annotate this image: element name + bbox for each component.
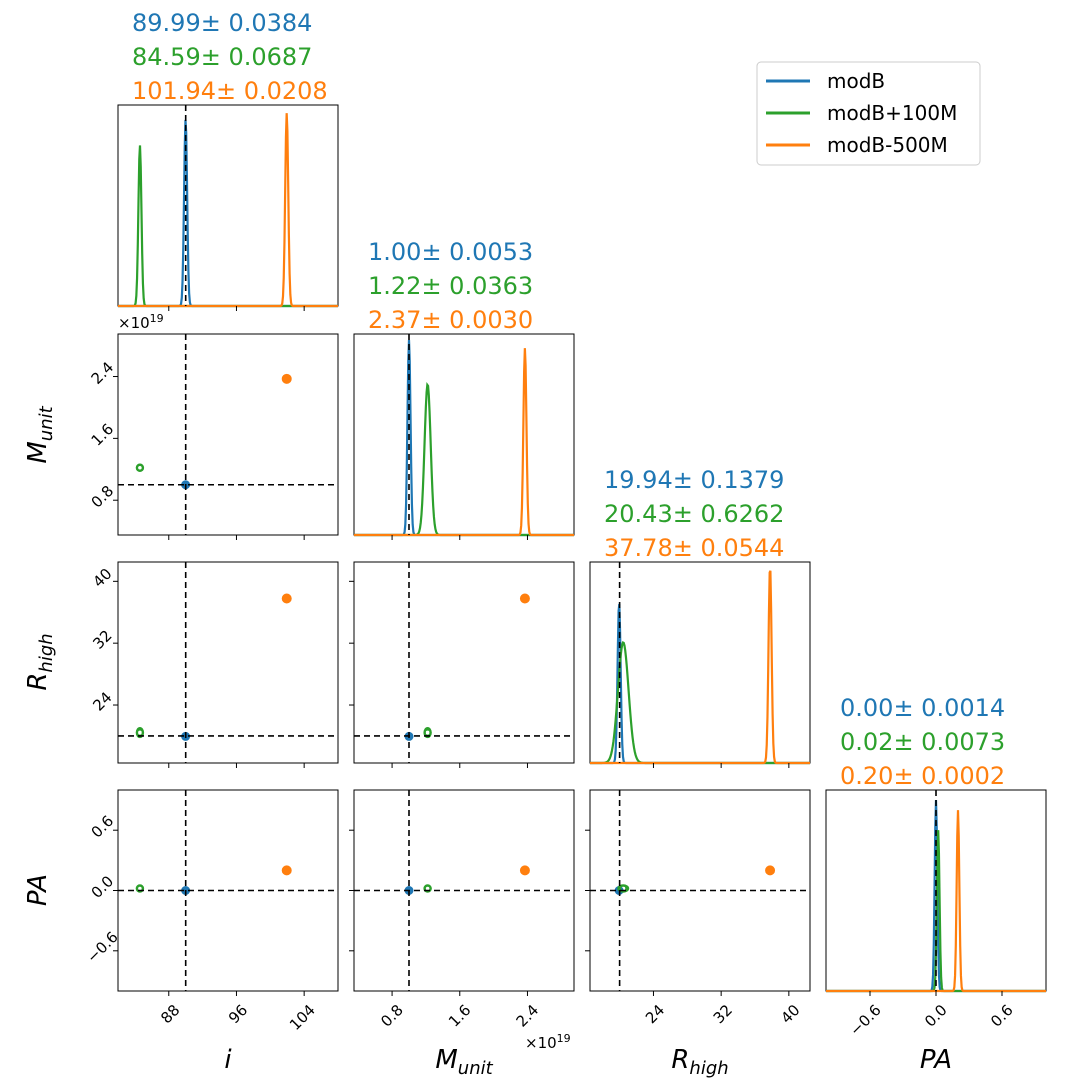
axis-label-m-unit: Munit bbox=[435, 1045, 493, 1079]
panel-r-high-vs-m-unit bbox=[349, 561, 575, 768]
x-tick-label: 96 bbox=[225, 1001, 251, 1027]
point-modb-minus-500m bbox=[519, 865, 530, 876]
stat-r-high-2: 37.78± 0.0544 bbox=[604, 534, 784, 562]
hist-modb-minus-500m bbox=[118, 113, 338, 308]
stat-i-0: 89.99± 0.0384 bbox=[132, 9, 312, 37]
point-modb-minus-500m bbox=[765, 865, 776, 876]
stat-m-unit-1: 1.22± 0.0363 bbox=[368, 272, 533, 300]
x-tick-label: 0.6 bbox=[987, 1001, 1017, 1031]
stat-pa-1: 0.02± 0.0073 bbox=[840, 728, 1005, 756]
panel-pa-vs-r-high: 24 32 40 bbox=[585, 789, 811, 1027]
x-tick-label: 0.8 bbox=[377, 1001, 407, 1031]
legend-label-modB-500M: modB-500M bbox=[827, 133, 948, 157]
panel-frame bbox=[117, 104, 339, 307]
hist-modb-minus-500m bbox=[590, 570, 810, 765]
hist-modb-minus-500m bbox=[354, 348, 574, 537]
legend-label-modB: modB bbox=[827, 69, 885, 93]
x-tick-label: 24 bbox=[642, 1001, 668, 1027]
axis-label-i: i bbox=[224, 1045, 232, 1075]
point-modb-plus-100m bbox=[619, 884, 628, 893]
point-modb-minus-500m bbox=[281, 593, 292, 604]
panel-i-vs-i bbox=[117, 104, 339, 311]
x-tick-label: 0.0 bbox=[921, 1001, 951, 1031]
axis-label-pa: PA bbox=[23, 874, 53, 906]
y-tick-label: −0.6 bbox=[83, 928, 121, 966]
x-tick-label: 1.6 bbox=[445, 1001, 475, 1031]
stat-pa-2: 0.20± 0.0002 bbox=[840, 762, 1005, 790]
panel-frame bbox=[117, 333, 339, 536]
x-multiplier-m-unit: ×1019 bbox=[525, 1032, 571, 1052]
panel-pa-vs-m-unit: 0.8 1.6 2.4 bbox=[349, 789, 575, 1031]
axis-label-m-unit: Munit bbox=[23, 405, 57, 463]
panel-frame bbox=[353, 561, 575, 764]
y-tick-label: 32 bbox=[89, 627, 115, 653]
panel-frame bbox=[353, 333, 575, 536]
panel-pa-vs-i: 88 96 104 −0.6 0.0 0.6 bbox=[83, 789, 339, 1034]
stat-m-unit-2: 2.37± 0.0030 bbox=[368, 306, 533, 334]
panel-pa-vs-pa: −0.6 0.0 0.6 bbox=[825, 789, 1047, 1040]
point-modb-plus-100m bbox=[423, 884, 432, 893]
panels-layer: 0.8 1.6 2.4 24 32 40 88 96 104 −0.6 0.0 0.6 0.8 1.6 2.… bbox=[83, 104, 1047, 1040]
axis-label-r-high: Rhigh bbox=[23, 633, 57, 690]
y-tick-label: 0.0 bbox=[88, 872, 118, 902]
stat-pa-0: 0.00± 0.0014 bbox=[840, 694, 1005, 722]
panel-m-unit-vs-i: 0.8 1.6 2.4 bbox=[88, 333, 339, 540]
y-tick-label: 24 bbox=[89, 688, 115, 714]
stat-r-high-0: 19.94± 0.1379 bbox=[604, 466, 784, 494]
x-tick-label: 40 bbox=[777, 1001, 803, 1027]
legend-frame bbox=[756, 61, 981, 166]
point-modb-plus-100m bbox=[135, 884, 144, 893]
stat-r-high-1: 20.43± 0.6262 bbox=[604, 500, 784, 528]
panel-r-high-vs-i: 24 32 40 bbox=[89, 561, 339, 768]
panel-frame bbox=[117, 561, 339, 764]
x-tick-label: 2.4 bbox=[513, 1001, 543, 1031]
axis-label-r-high: Rhigh bbox=[671, 1045, 728, 1079]
panel-m-unit-vs-m-unit bbox=[353, 333, 575, 540]
panel-r-high-vs-r-high bbox=[589, 561, 811, 768]
x-tick-label: 104 bbox=[286, 1001, 319, 1034]
stat-m-unit-0: 1.00± 0.0053 bbox=[368, 238, 533, 266]
y-tick-label: 40 bbox=[89, 565, 115, 591]
point-modb-plus-100m bbox=[135, 463, 144, 472]
x-tick-label: −0.6 bbox=[846, 1001, 884, 1039]
y-tick-label: 0.6 bbox=[88, 812, 118, 842]
y-tick-label: 2.4 bbox=[88, 358, 118, 388]
stat-i-1: 84.59± 0.0687 bbox=[132, 43, 312, 71]
annotations-layer: 89.99± 0.0384 84.59± 0.0687 101.94± 0.0208… bbox=[23, 9, 1005, 1079]
y-tick-label: 0.8 bbox=[88, 482, 118, 512]
point-modb-minus-500m bbox=[519, 593, 530, 604]
x-tick-label: 32 bbox=[710, 1001, 736, 1027]
stat-i-2: 101.94± 0.0208 bbox=[132, 77, 328, 105]
y-tick-label: 1.6 bbox=[88, 420, 118, 450]
legend: modB modB+100M modB-500M bbox=[756, 61, 981, 166]
legend-label-modB-100M: modB+100M bbox=[827, 101, 957, 125]
x-tick-label: 88 bbox=[157, 1001, 183, 1027]
point-modb-minus-500m bbox=[281, 865, 292, 876]
y-multiplier-m-unit: ×1019 bbox=[118, 312, 164, 332]
point-modb-minus-500m bbox=[281, 373, 292, 384]
axis-label-pa: PA bbox=[920, 1045, 952, 1075]
